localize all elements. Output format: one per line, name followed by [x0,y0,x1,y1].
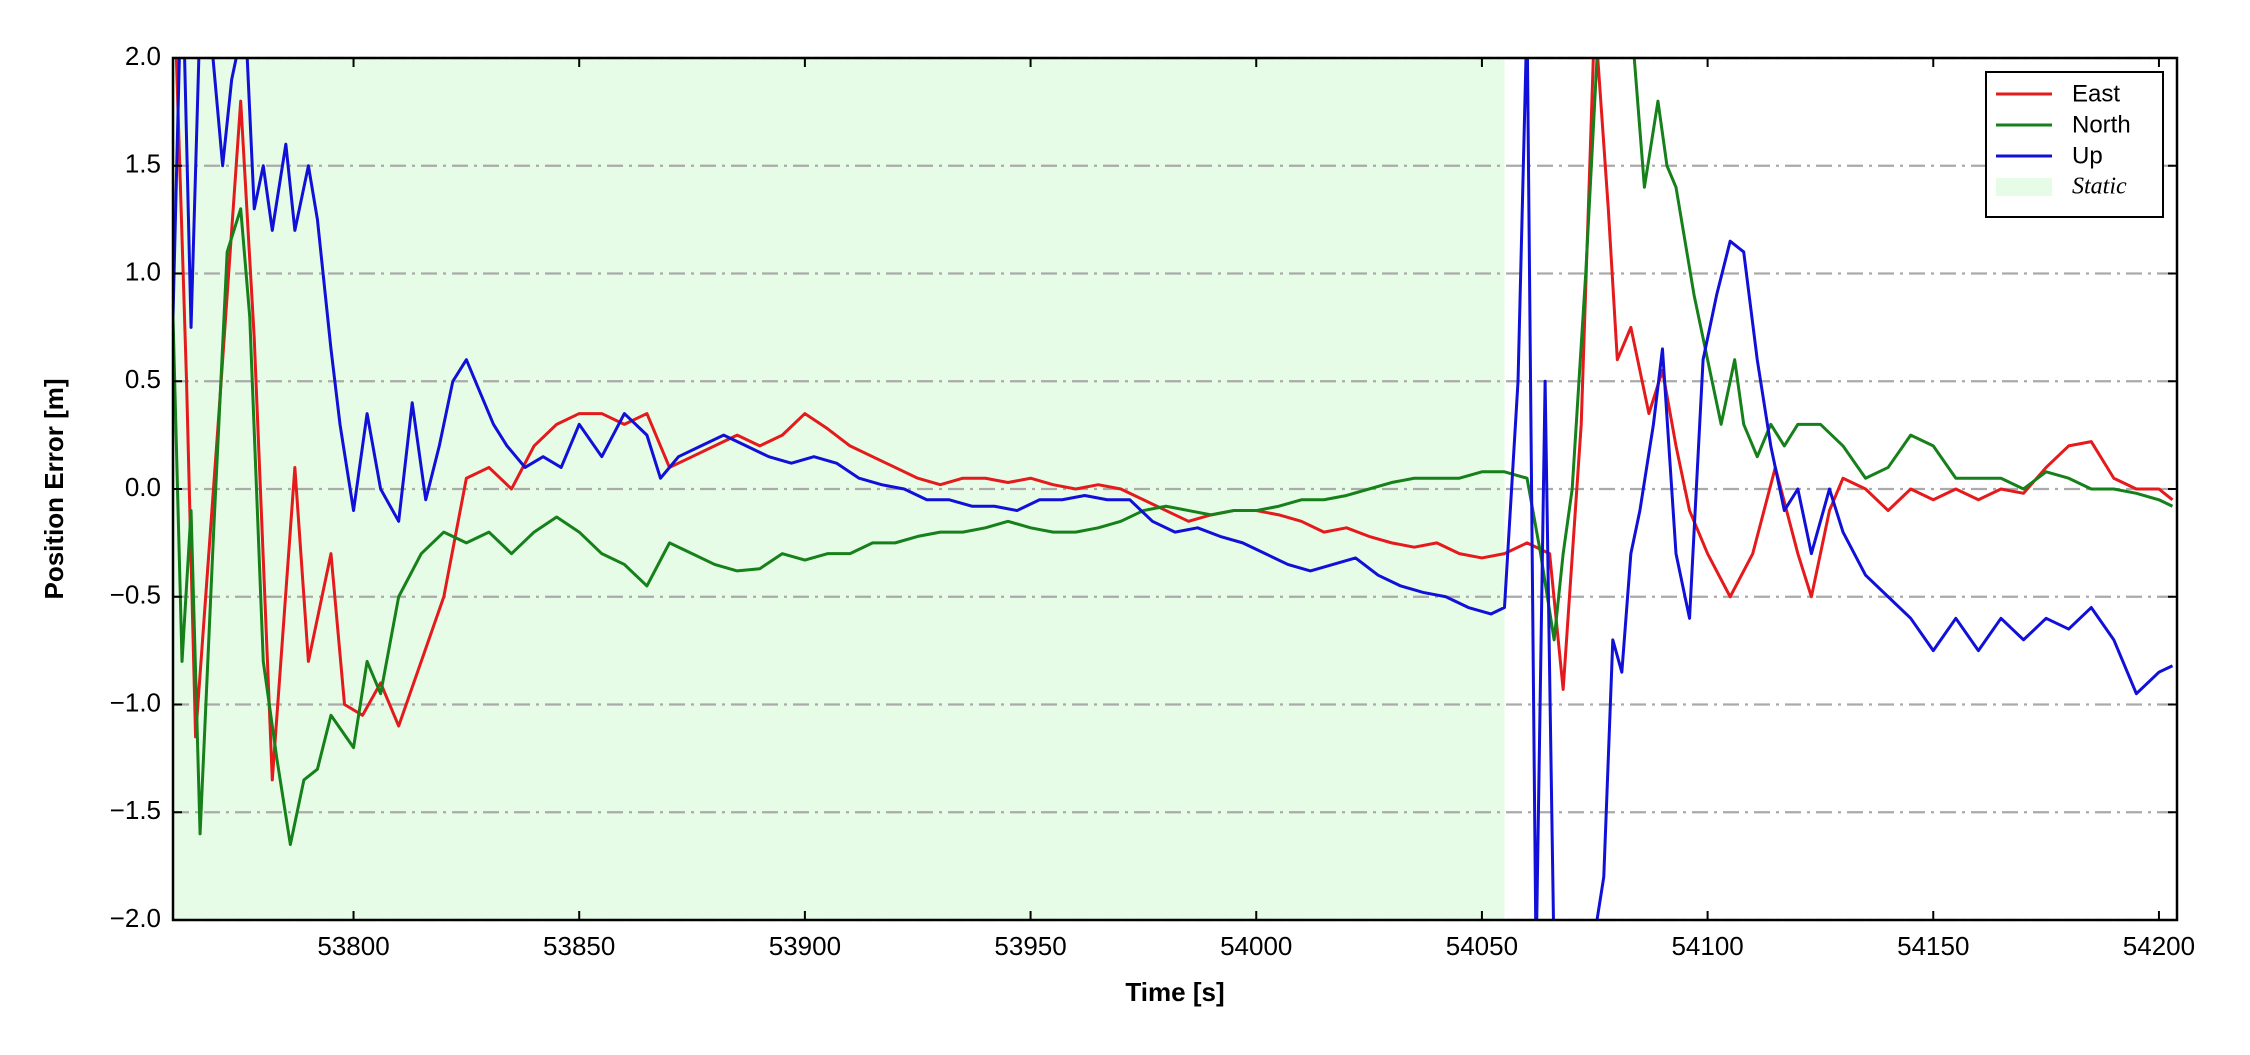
legend-label: North [2072,111,2131,138]
x-tick-label: 54150 [1897,931,1969,961]
legend-label: Up [2072,142,2103,169]
legend-label: Static [2072,174,2127,200]
legend-swatch [1996,178,2052,196]
x-tick-label: 53800 [317,931,389,961]
series-line [174,58,2174,782]
y-tick-label: −1.5 [110,795,161,825]
legend-label: East [2072,80,2120,107]
x-tick-label: 53850 [543,931,615,961]
y-tick-label: −2.0 [110,903,161,933]
legend: East North Up Static [1985,71,2164,218]
y-tick-label: −0.5 [110,580,161,610]
y-tick-label: 0.0 [125,472,161,502]
y-tick-label: 2.0 [125,41,161,71]
lines [173,58,2174,920]
axes: −2.0 −1.5 −1.0 −0.5 0.0 0.5 1.0 1.5 2.0 53800 5385… [110,41,2195,961]
y-tick-label: 1.5 [125,149,161,179]
series-line [173,58,2174,920]
y-tick-label: 0.5 [125,364,161,394]
x-tick-label: 54000 [1220,931,1292,961]
x-tick-label: 53900 [769,931,841,961]
x-tick-label: 54100 [1671,931,1743,961]
y-tick-label: 1.0 [125,256,161,286]
series-line [173,58,2174,847]
x-tick-label: 54200 [2123,931,2195,961]
x-axis-label: Time [s] [1125,977,1224,1007]
x-tick-label: 53950 [994,931,1066,961]
x-tick-label: 54050 [1446,931,1518,961]
y-tick-label: −1.0 [110,687,161,717]
y-axis-label: Position Error [m] [39,378,69,599]
